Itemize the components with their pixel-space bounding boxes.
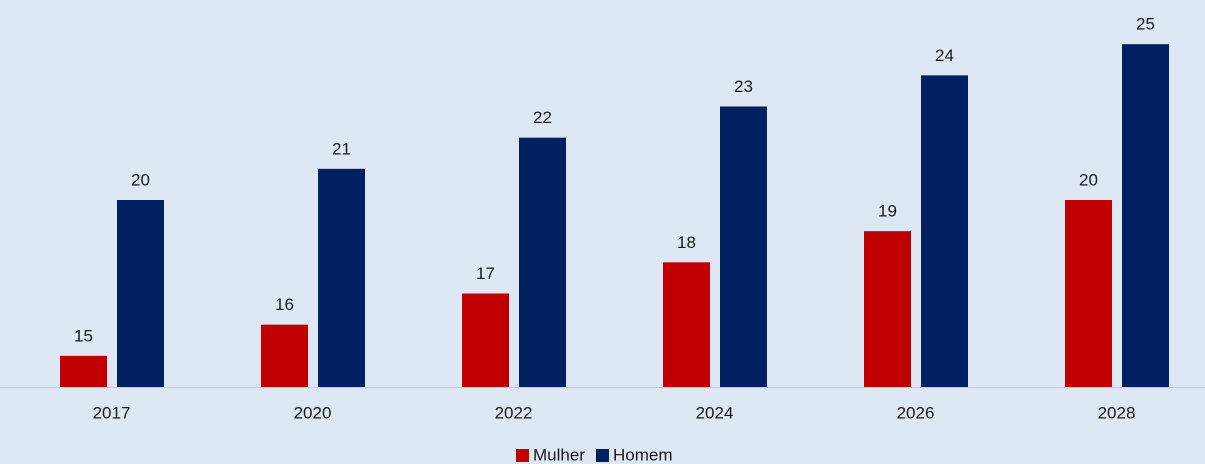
x-tick-label: 2028 — [1098, 403, 1136, 422]
x-tick-label: 2022 — [495, 403, 533, 422]
data-label: 18 — [677, 233, 696, 252]
x-tick-label: 2017 — [93, 403, 131, 422]
data-label: 16 — [275, 295, 294, 314]
bar — [519, 137, 566, 387]
legend-label: Mulher — [533, 445, 585, 464]
legend-swatch — [516, 449, 529, 462]
bar — [117, 200, 164, 387]
bar — [462, 293, 509, 387]
bar — [261, 324, 308, 387]
data-label: 22 — [533, 108, 552, 127]
data-label: 17 — [476, 264, 495, 283]
data-label: 23 — [734, 77, 753, 96]
data-label: 20 — [131, 170, 150, 189]
bar — [60, 355, 107, 387]
x-tick-label: 2026 — [897, 403, 935, 422]
x-tick-label: 2020 — [294, 403, 332, 422]
bar — [1065, 200, 1112, 387]
data-label: 25 — [1136, 15, 1155, 34]
bar — [663, 262, 710, 387]
data-label: 20 — [1079, 170, 1098, 189]
bar — [1122, 44, 1169, 388]
x-tick-label: 2024 — [696, 403, 734, 422]
bar — [864, 231, 911, 387]
data-label: 19 — [878, 202, 897, 221]
bar — [921, 75, 968, 387]
bar — [720, 106, 767, 387]
data-label: 24 — [935, 46, 954, 65]
data-label: 15 — [74, 326, 93, 345]
data-label: 21 — [332, 139, 351, 158]
legend-swatch — [595, 449, 609, 462]
legend-label: Homem — [613, 445, 673, 464]
bar — [318, 168, 365, 387]
